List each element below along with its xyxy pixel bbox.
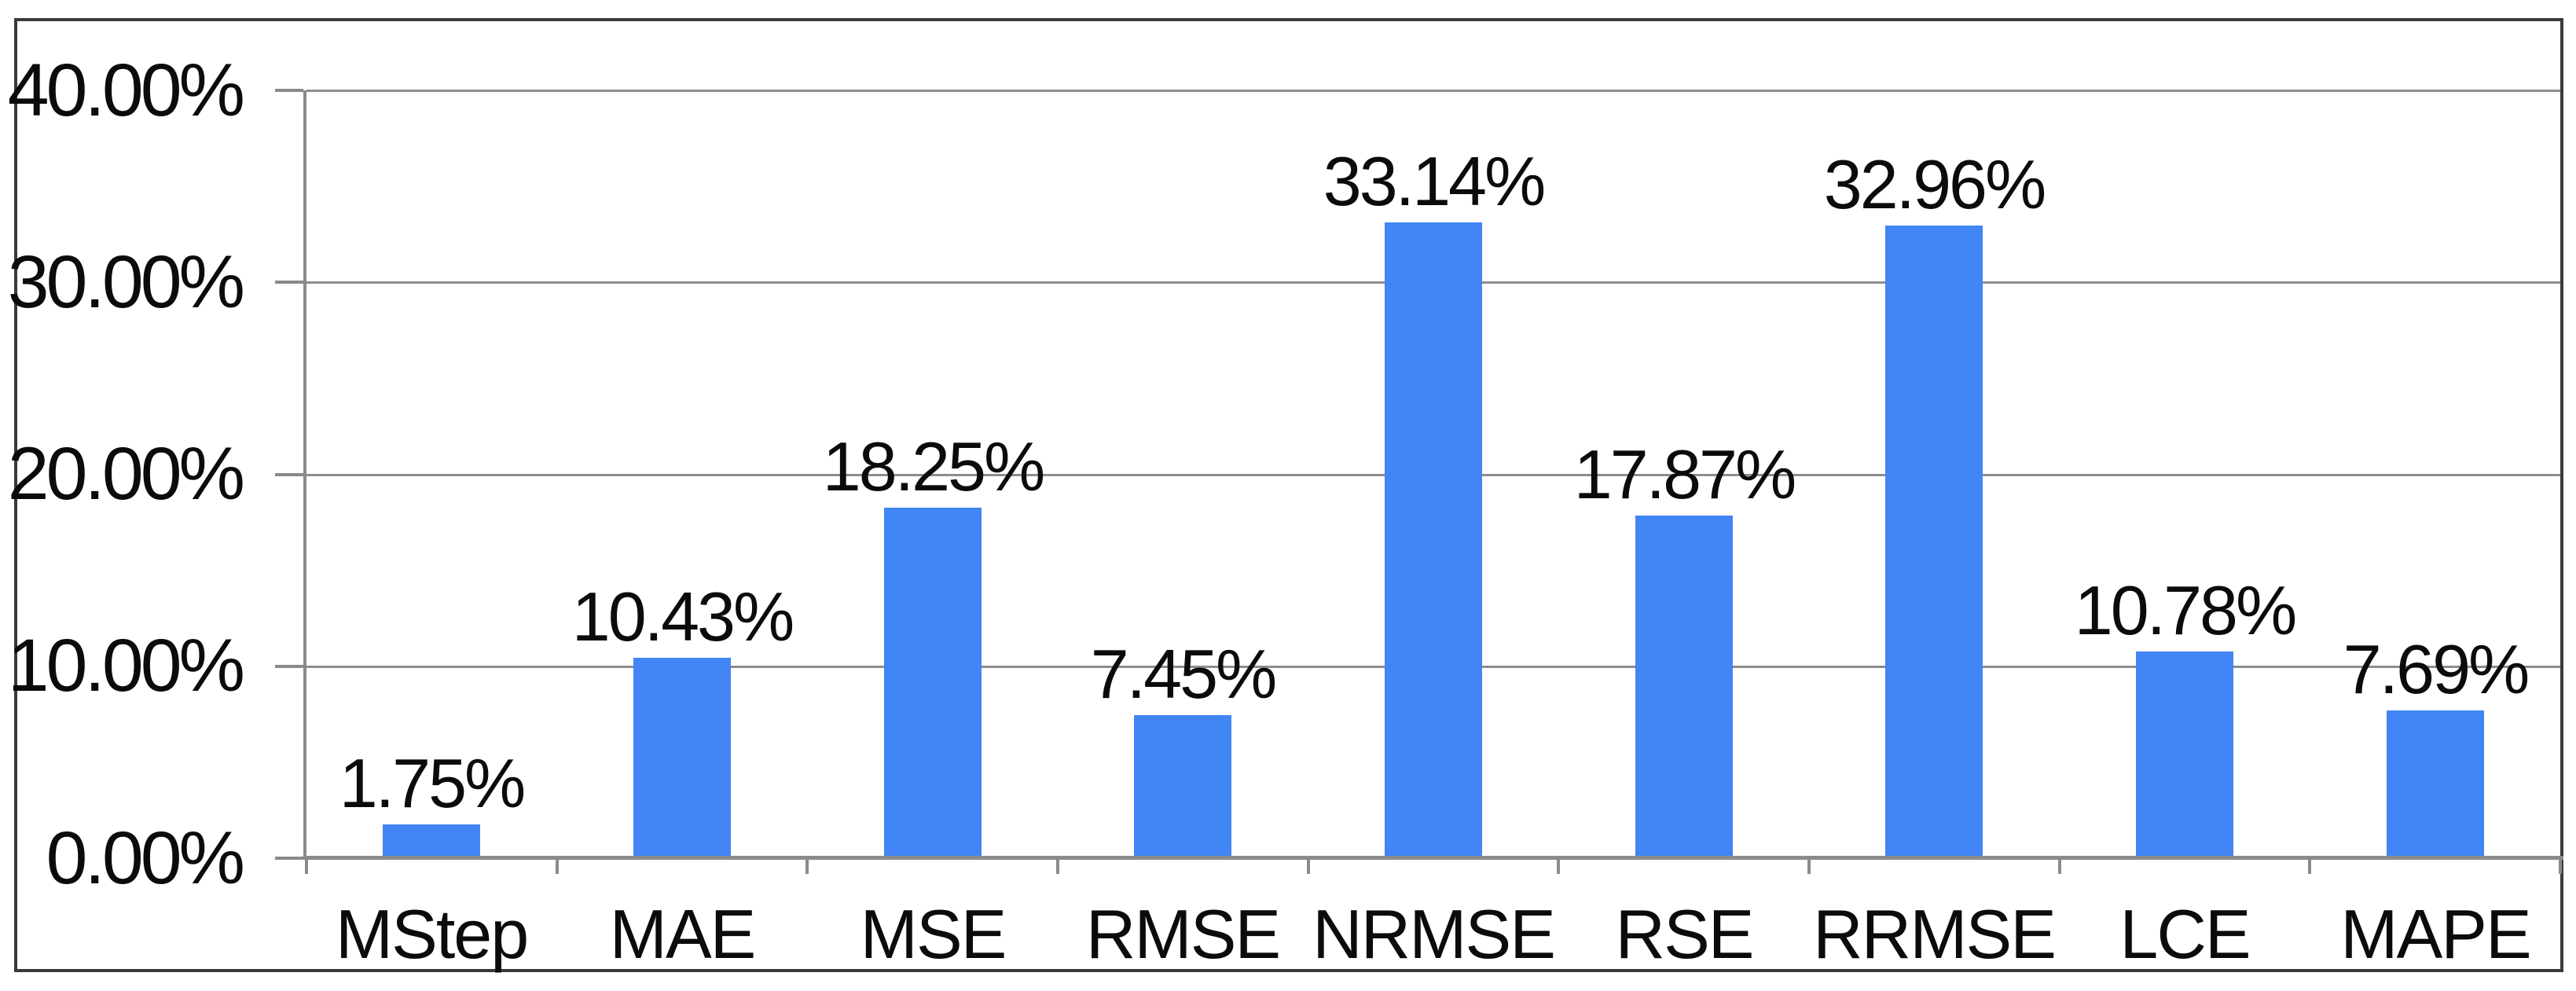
x-axis-tick bbox=[305, 860, 308, 874]
x-axis-tick bbox=[805, 860, 809, 874]
bar-value-label: 7.45% bbox=[1090, 635, 1278, 713]
bar bbox=[2387, 710, 2484, 856]
bar bbox=[2136, 651, 2233, 856]
x-category-label: RRMSE bbox=[1813, 895, 2057, 973]
y-axis-tick bbox=[275, 665, 303, 668]
bar-value-label: 10.43% bbox=[571, 578, 794, 655]
bar bbox=[1134, 715, 1231, 856]
bar-value-label: 17.87% bbox=[1573, 435, 1796, 513]
y-axis-tick bbox=[275, 281, 303, 284]
y-axis-line bbox=[303, 90, 306, 860]
bar bbox=[1635, 516, 1733, 856]
x-category-label: RSE bbox=[1615, 895, 1755, 973]
x-axis-tick bbox=[1307, 860, 1310, 874]
plot-area: 1.75% 10.43% 18.25% 7.45% 33.14% 17.87% 32.96%… bbox=[306, 90, 2560, 856]
bar-value-label: 33.14% bbox=[1323, 142, 1546, 220]
x-category-label: LCE bbox=[2119, 895, 2251, 973]
y-tick-label: 40.00% bbox=[7, 49, 245, 132]
bar bbox=[633, 658, 731, 856]
x-category-label: MAE bbox=[609, 895, 757, 973]
bar bbox=[383, 824, 480, 856]
x-axis-tick bbox=[556, 860, 559, 874]
y-axis-tick bbox=[275, 89, 303, 92]
bar bbox=[884, 508, 982, 856]
y-axis-tick bbox=[275, 473, 303, 476]
y-axis-tick bbox=[275, 857, 303, 860]
bar bbox=[1885, 226, 1983, 856]
x-axis-tick bbox=[1557, 860, 1560, 874]
x-category-label: MStep bbox=[335, 895, 529, 973]
bar-value-label: 10.78% bbox=[2074, 571, 2297, 649]
bar-value-label: 1.75% bbox=[339, 744, 527, 822]
x-axis-tick bbox=[2058, 860, 2061, 874]
bar-value-label: 18.25% bbox=[822, 428, 1045, 505]
x-axis-tick bbox=[1056, 860, 1059, 874]
x-category-label: RMSE bbox=[1085, 895, 1281, 973]
x-axis-tick bbox=[2559, 860, 2562, 874]
x-axis-tick bbox=[2308, 860, 2311, 874]
y-tick-label: 10.00% bbox=[7, 624, 245, 707]
x-category-label: MAPE bbox=[2340, 895, 2531, 973]
x-axis-line bbox=[303, 856, 2563, 860]
bar-value-label: 7.69% bbox=[2343, 630, 2530, 708]
y-tick-label: 0.00% bbox=[46, 817, 245, 900]
x-category-label: NRMSE bbox=[1312, 895, 1556, 973]
x-category-label: MSE bbox=[860, 895, 1007, 973]
bar-value-label: 32.96% bbox=[1823, 145, 2046, 223]
bar bbox=[1385, 222, 1482, 856]
y-tick-label: 20.00% bbox=[7, 432, 245, 516]
x-axis-tick bbox=[1807, 860, 1811, 874]
gridline bbox=[306, 90, 2560, 92]
y-tick-label: 30.00% bbox=[7, 240, 245, 324]
